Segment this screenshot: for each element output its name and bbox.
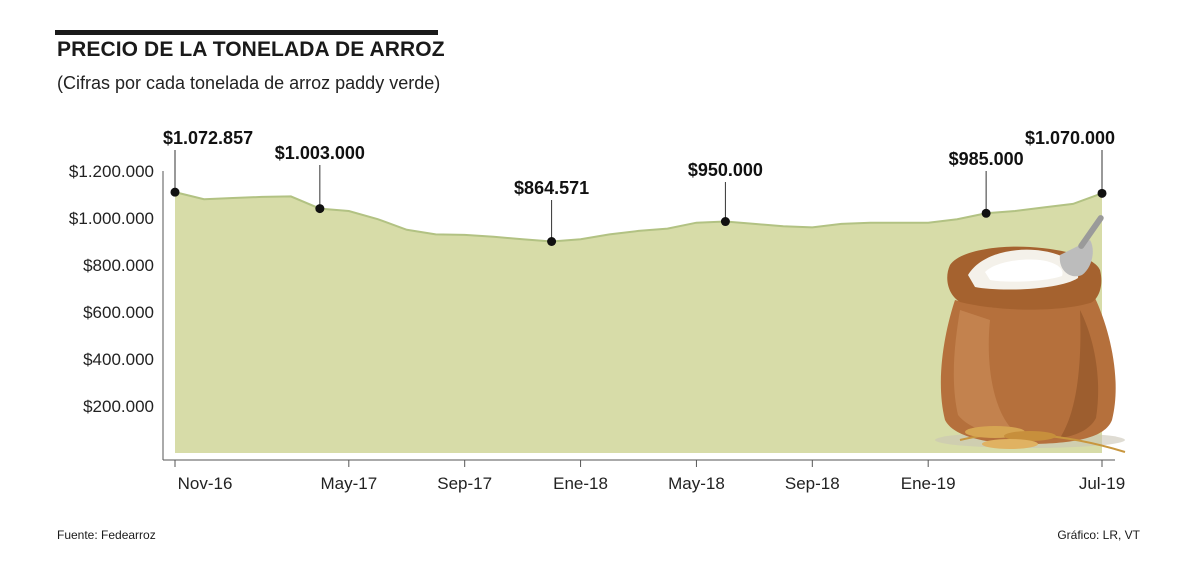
x-tick-label: Nov-16 [178, 474, 233, 493]
rice-sack-icon [935, 215, 1126, 453]
y-tick-label: $800.000 [83, 256, 154, 275]
chart-subtitle: (Cifras por cada tonelada de arroz paddy… [57, 73, 441, 93]
data-label: $1.003.000 [275, 143, 365, 163]
y-tick-label: $1.000.000 [69, 209, 154, 228]
data-label: $985.000 [949, 149, 1024, 169]
x-tick-label: May-17 [320, 474, 377, 493]
title-rule [55, 30, 438, 35]
area-series [175, 192, 1102, 453]
x-tick-label: Jul-19 [1079, 474, 1125, 493]
data-label: $1.072.857 [163, 128, 253, 148]
data-label: $864.571 [514, 178, 589, 198]
x-tick-label: Sep-17 [437, 474, 492, 493]
chart-title: PRECIO DE LA TONELADA DE ARROZ [57, 38, 445, 61]
data-point [981, 208, 991, 218]
y-tick-label: $200.000 [83, 397, 154, 416]
y-tick-label: $400.000 [83, 350, 154, 369]
data-label: $1.070.000 [1025, 128, 1115, 148]
area-line [174, 191, 1103, 243]
source-note: Fuente: Fedearroz [57, 528, 156, 542]
rice-sack-illustration [935, 215, 1126, 453]
data-point [315, 204, 325, 214]
data-label: $950.000 [688, 160, 763, 180]
data-point [170, 187, 180, 197]
data-point [547, 237, 557, 246]
x-tick-label: Ene-18 [553, 474, 608, 493]
credit-note: Gráfico: LR, VT [1057, 528, 1140, 542]
x-tick-label: Sep-18 [785, 474, 840, 493]
y-tick-label: $600.000 [83, 303, 154, 322]
y-tick-label: $1.200.000 [69, 162, 154, 181]
x-tick-label: Ene-19 [901, 474, 956, 493]
x-tick-label: May-18 [668, 474, 725, 493]
data-point [720, 217, 730, 227]
data-point [1097, 188, 1107, 198]
